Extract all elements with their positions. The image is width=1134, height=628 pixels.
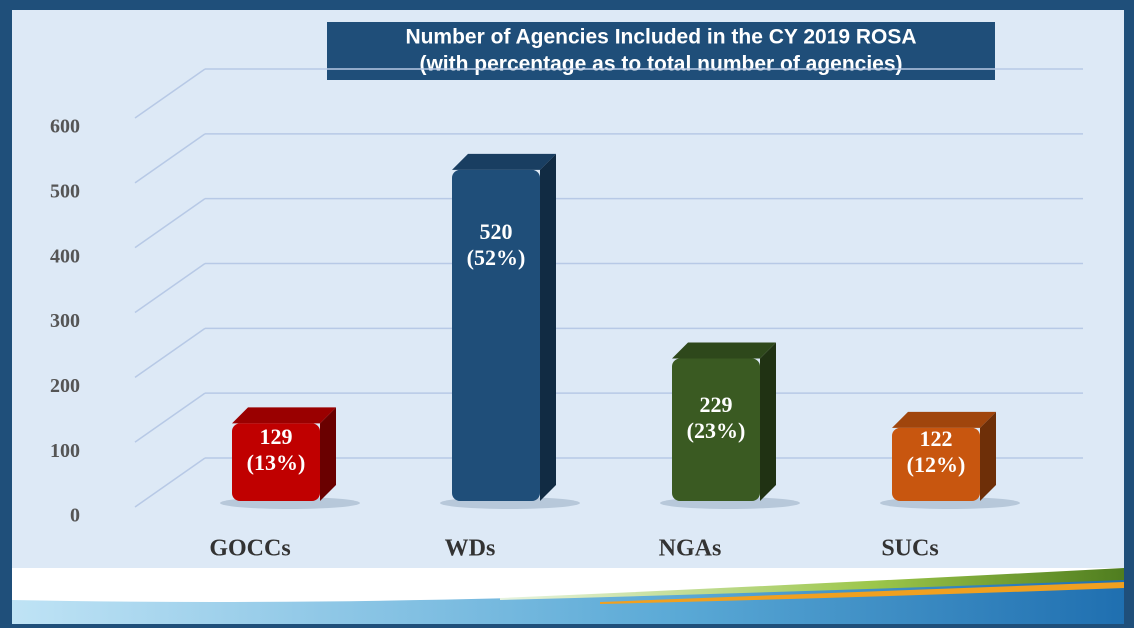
bar-side [980,411,996,501]
bar [892,427,980,501]
y-tick-label: 0 [70,505,80,527]
grid-line [134,457,206,508]
y-tick-label: 200 [50,375,80,397]
grid-line [134,133,206,184]
value-label: 520 (52%) [466,218,526,270]
bar-top [672,342,776,359]
bar-side [540,153,556,501]
x-tick-label: WDs [445,536,496,562]
x-tick-label: NGAs [659,536,722,562]
y-tick-label: 300 [50,310,80,332]
grid-line [134,198,206,249]
bar-side [760,342,776,501]
value-label: 122 (12%) [906,426,966,478]
value-label: 129 (13%) [246,424,306,476]
grid-line [134,327,206,378]
chart-title: Number of Agencies Included in the CY 20… [405,26,916,49]
bar [452,169,540,501]
y-tick-label: 500 [50,180,80,202]
y-tick-label: 100 [50,440,80,462]
bar [672,358,760,501]
bar-top [232,407,336,424]
y-tick-label: 400 [50,245,80,267]
bar-side [320,407,336,501]
grid-line [134,68,206,119]
grid-line [134,262,206,314]
x-tick-label: GOCCs [209,536,290,562]
value-label: 229 (23%) [686,391,746,443]
chart-subtitle: (with percentage as to total number of a… [419,53,902,76]
title-box [327,22,995,80]
bar-top [892,411,996,428]
y-tick-label: 600 [50,116,80,138]
bar-top [452,153,556,170]
bar [232,423,320,501]
footer-wave [500,568,1124,600]
x-tick-label: SUCs [881,536,938,562]
footer-wave [600,582,1124,604]
grid-line [134,392,206,443]
